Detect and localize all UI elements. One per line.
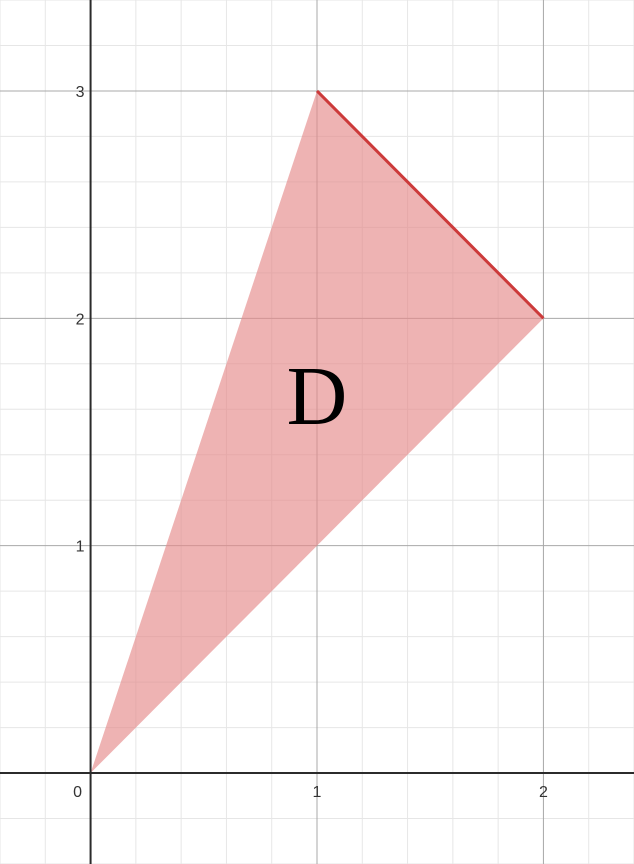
region-d-highlighted-edge [315,89,545,320]
y-tick-labels: 1 2 3 [76,84,85,556]
y-tick-label: 2 [76,311,85,328]
region-label: D [287,350,348,443]
x-tick-label: 2 [539,784,548,801]
region-d-fill [90,90,544,774]
origin-label: 0 [73,784,82,801]
y-tick-label: 1 [76,539,85,556]
y-tick-label: 3 [76,84,85,101]
x-tick-labels: 0 1 2 [73,784,548,801]
x-tick-label: 1 [313,784,322,801]
